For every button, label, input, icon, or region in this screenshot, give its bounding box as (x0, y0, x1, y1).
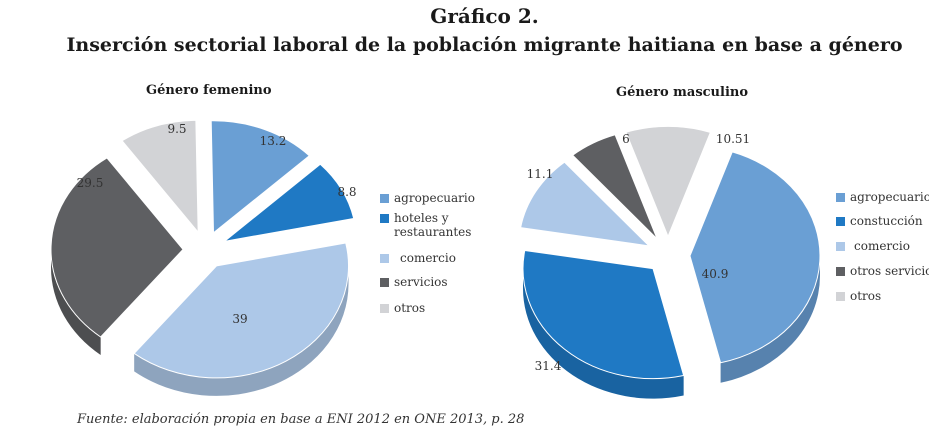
source-note: Fuente: elaboración propia en base a ENI… (77, 412, 525, 427)
data-label: 10.51 (716, 132, 750, 146)
pie-slice-otros (121, 119, 199, 234)
legend-swatch (380, 304, 389, 313)
data-label: 8.8 (337, 185, 356, 199)
data-label: 39 (232, 312, 247, 326)
data-label: 11.1 (527, 167, 554, 181)
data-label: 31.4 (535, 359, 562, 373)
legend-label: otros servicios (850, 264, 929, 278)
pie-slice-otros-servicios (571, 134, 658, 240)
pie-slice-constucción (522, 249, 685, 380)
data-label: 6 (622, 132, 630, 146)
legend-swatch (836, 267, 845, 276)
legend-label: comercio (854, 239, 910, 253)
data-label: 9.5 (167, 122, 186, 136)
legend-label: restaurantes (394, 225, 472, 239)
legend-swatch (380, 214, 389, 223)
pie-slice-comercio (520, 161, 651, 247)
pie-female: 13.2 8.8 39 29.5 9.5 (50, 119, 357, 396)
pie-slice-hoteles-y-restaurantes (224, 163, 355, 242)
legend-swatch (836, 193, 845, 202)
legend-label: comercio (400, 251, 456, 265)
legend-swatch (380, 278, 389, 287)
data-label: 40.9 (702, 267, 729, 281)
pie-slice-agropecuario (210, 120, 311, 234)
figure-number: Gráfico 2. (430, 4, 539, 28)
legend-label: agropecuario (394, 191, 475, 205)
legend-swatch (380, 254, 389, 263)
legend-label: hoteles y (394, 211, 449, 225)
legend-label: agropecuario (850, 190, 929, 204)
pie-slice-side (51, 249, 101, 355)
pie-slice-agropecuario (689, 151, 821, 364)
legend-swatch (836, 242, 845, 251)
pie-male: 40.9 31.4 11.1 6 10.51 (520, 125, 821, 399)
legend-swatch (836, 292, 845, 301)
figure-title: Inserción sectorial laboral de la poblac… (66, 34, 903, 56)
pie-slice-side (523, 268, 684, 399)
legend-label: otros (394, 301, 426, 315)
legend-female: agropecuario hoteles y restaurantes come… (380, 191, 480, 315)
legend-label: constucción (850, 214, 923, 228)
chart-title-female: Género femenino (146, 83, 272, 98)
pie-slice-otros (625, 125, 712, 238)
data-label: 13.2 (260, 134, 287, 148)
pie-slice-servicios (50, 157, 184, 338)
chart-title-male: Género masculino (616, 85, 749, 100)
legend-label: otros (850, 289, 882, 303)
legend-swatch (380, 194, 389, 203)
legend-swatch (836, 217, 845, 226)
legend-male: agropecuario constucción comercio otros … (836, 190, 929, 303)
legend-label: servicios (394, 275, 448, 289)
pie-slice-side (134, 265, 349, 396)
pie-slice-side (720, 255, 820, 383)
pie-slice-comercio (133, 242, 350, 379)
data-label: 29.5 (77, 176, 104, 190)
